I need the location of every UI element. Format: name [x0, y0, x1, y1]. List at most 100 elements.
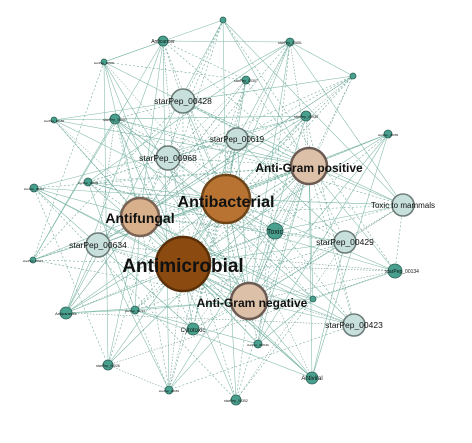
node-antimicrobial[interactable]	[154, 235, 212, 293]
edge-anti-gram-negative-starpep-00939	[248, 115, 307, 302]
edge-starpep-00429-starpep-00619	[236, 138, 346, 243]
edge-starpep-00423-starpep-00428	[182, 100, 355, 326]
edge-anti-gram-positive-starpep-bot-2	[168, 165, 310, 391]
label-starpep-00429: starPep_00429	[316, 237, 374, 247]
label-starpep-00507: starPep_00507	[103, 118, 127, 122]
edge-cytotoxic-starpep-00619	[192, 138, 238, 330]
edge-dot-1-toxic-to-mammals	[222, 19, 404, 206]
edge-dot-1-starpep-00428	[182, 19, 224, 102]
edge-starpep-00026-starpep-bot-2	[107, 364, 170, 391]
edge-starpep-00307-starpep-bot-2	[168, 79, 247, 391]
edge-dot-3-starpep-00302	[235, 298, 314, 401]
label-starpep-00968: starPep_00968	[139, 153, 197, 163]
node-starpep-00507[interactable]	[109, 113, 121, 125]
node-cytotoxic[interactable]	[186, 322, 200, 336]
edge-antiparasitic-dot-1	[65, 19, 224, 314]
label-starpep-00428: starPep_00428	[154, 96, 212, 106]
node-starpep-left-3[interactable]	[83, 177, 93, 187]
edge-anti-gram-positive-starpep-00507	[114, 118, 310, 167]
node-dot-2[interactable]	[349, 72, 357, 80]
node-starpep-left-2[interactable]	[29, 183, 39, 193]
node-antibacterial[interactable]	[200, 173, 252, 225]
node-antiparasitic[interactable]	[59, 306, 73, 320]
edge-starpep-00507-toxic	[114, 118, 276, 232]
node-starpep-00619[interactable]	[225, 127, 249, 151]
node-layer	[29, 16, 415, 406]
edge-antimicrobial-starpep-top-1	[103, 61, 184, 265]
node-anti-gram-negative[interactable]	[229, 281, 269, 321]
edge-starpep-bot-1-starpep-right-1	[257, 133, 389, 345]
edge-anti-gram-positive-anticancer	[162, 40, 310, 167]
edge-starpep-00507-starpep-00939	[114, 115, 307, 120]
label-starpep-00307: starPep_00307	[234, 79, 258, 83]
edge-anti-gram-positive-starpep-left-3	[87, 165, 310, 183]
edge-anti-gram-positive-starpep-mid-1	[134, 165, 310, 311]
edge-antifungal-dot-3	[139, 216, 314, 300]
edge-anti-gram-positive-starpep-top-1	[103, 61, 310, 167]
node-toxic[interactable]	[266, 222, 284, 240]
edge-antibacterial-starpep-top-1	[103, 61, 227, 200]
edge-antiparasitic-starpep-mid-1	[65, 309, 136, 314]
edge-starpep-bot-1-toxic	[257, 230, 276, 345]
edge-anticancer-starpep-00651	[162, 40, 291, 43]
node-starpep-left-4[interactable]	[29, 256, 37, 264]
node-dot-1[interactable]	[219, 16, 227, 24]
label-starpep-00026: starPep_00026	[96, 364, 120, 368]
edge-starpep-00634-starpep-bot-2	[97, 244, 170, 391]
node-starpep-00423[interactable]	[342, 313, 366, 337]
edge-antiviral-starpep-right-1	[311, 133, 389, 379]
edge-starpep-00307-starpep-00968	[167, 79, 247, 159]
edge-starpep-00939-starpep-left-3	[87, 115, 307, 183]
label-anticancer: Anticancer	[151, 39, 175, 45]
node-antiviral[interactable]	[305, 371, 319, 385]
edge-anti-gram-negative-toxic-to-mammals	[248, 204, 404, 302]
edge-starpep-00507-starpep-00634	[97, 118, 116, 246]
node-starpep-00429[interactable]	[333, 230, 357, 254]
node-starpep-top-1[interactable]	[100, 58, 108, 66]
edge-starpep-00026-starpep-left-2	[33, 187, 109, 366]
node-antifungal[interactable]	[119, 196, 161, 238]
node-starpep-00307[interactable]	[241, 75, 251, 85]
edge-anti-gram-negative-starpep-left-2	[33, 187, 250, 302]
edge-antiparasitic-starpep-00423	[65, 312, 355, 326]
edge-anti-gram-negative-starpep-00968	[167, 157, 250, 302]
edge-starpep-00134-toxic-to-mammals	[394, 204, 404, 272]
node-toxic-to-mammals[interactable]	[391, 193, 415, 217]
node-anti-gram-positive[interactable]	[289, 146, 329, 186]
label-antiviral: Antiviral	[301, 376, 322, 382]
edge-antibacterial-dot-1	[222, 19, 227, 200]
label-starpep-left-1: starPep_00156	[44, 119, 65, 123]
edge-anti-gram-positive-starpep-left-2	[33, 165, 310, 189]
node-starpep-right-1[interactable]	[383, 129, 393, 139]
node-starpep-00968[interactable]	[155, 145, 181, 171]
edge-anti-gram-negative-starpep-right-1	[248, 133, 389, 302]
node-starpep-00939[interactable]	[300, 110, 312, 122]
node-starpep-bot-1[interactable]	[253, 339, 263, 349]
edge-anti-gram-negative-cytotoxic	[192, 300, 250, 330]
edge-anti-gram-positive-starpep-00302	[235, 165, 310, 401]
node-dot-3[interactable]	[309, 295, 317, 303]
edge-anti-gram-positive-starpep-00134	[308, 165, 396, 272]
edge-anti-gram-negative-starpep-00507	[114, 118, 250, 302]
label-starpep-left-3: starPep_00533	[78, 181, 99, 185]
node-starpep-bot-2[interactable]	[164, 385, 174, 395]
edge-starpep-00428-toxic-to-mammals	[182, 100, 404, 206]
label-starpep-bot-1: starPep_00619b	[247, 343, 269, 347]
node-anticancer[interactable]	[157, 35, 169, 47]
edge-starpep-bot-2-starpep-mid-1	[134, 309, 170, 391]
node-starpep-00634[interactable]	[85, 232, 111, 258]
node-starpep-left-1[interactable]	[50, 116, 58, 124]
node-starpep-00302[interactable]	[230, 394, 242, 406]
node-starpep-mid-1[interactable]	[130, 305, 140, 315]
edge-anticancer-starpep-00307	[162, 40, 247, 81]
edge-starpep-00428-starpep-00651	[182, 41, 291, 102]
edge-antibacterial-antiparasitic	[65, 198, 227, 314]
node-starpep-00428[interactable]	[170, 88, 196, 114]
node-starpep-00026[interactable]	[102, 359, 114, 371]
edge-antifungal-starpep-00429	[139, 216, 346, 243]
node-starpep-00651[interactable]	[285, 37, 295, 47]
node-starpep-00134[interactable]	[387, 263, 403, 279]
edge-starpep-00619-starpep-00651	[236, 41, 291, 140]
edge-antibacterial-dot-2	[225, 75, 354, 200]
label-starpep-00939: starPep_00939	[294, 115, 318, 119]
